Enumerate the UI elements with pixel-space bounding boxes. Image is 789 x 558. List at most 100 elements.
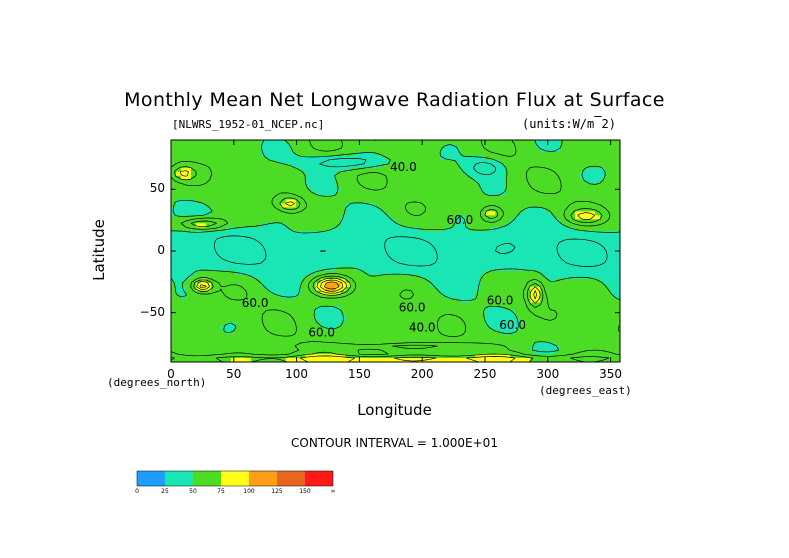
heatmap-cell (400, 231, 407, 236)
heatmap-cell (455, 262, 461, 268)
heatmap-cell (315, 183, 322, 189)
heatmap-cell (330, 310, 337, 316)
heatmap-cell (445, 215, 451, 220)
heatmap-cell (585, 350, 591, 355)
heatmap-cell (570, 346, 576, 351)
heatmap-cell (530, 342, 536, 347)
heatmap-cell (295, 203, 302, 208)
heatmap-cell (270, 314, 277, 319)
heatmap-cell (255, 354, 262, 359)
heatmap-cell (515, 306, 521, 312)
heatmap-cell (555, 211, 561, 216)
heatmap-cell (175, 278, 182, 284)
heatmap-cell (535, 290, 541, 296)
heatmap-cell (175, 183, 182, 189)
heatmap-cell (340, 227, 347, 232)
heatmap-cell (600, 346, 606, 351)
heatmap-cell (260, 207, 267, 212)
heatmap-cell (200, 159, 207, 165)
heatmap-cell (305, 243, 312, 248)
heatmap-cell (395, 298, 402, 304)
heatmap-cell (215, 290, 222, 296)
heatmap-cell (540, 211, 546, 216)
heatmap-cell (465, 262, 471, 268)
heatmap-cell (600, 231, 606, 236)
heatmap-cell (285, 211, 292, 216)
heatmap-cell (215, 274, 222, 280)
heatmap-cell (420, 243, 427, 248)
heatmap-cell (600, 266, 606, 272)
heatmap-cell (565, 211, 571, 216)
heatmap-cell (425, 151, 432, 157)
heatmap-cell (490, 290, 496, 296)
heatmap-cell (445, 191, 451, 197)
heatmap-cell (365, 266, 372, 272)
heatmap-cell (570, 278, 576, 284)
heatmap-cell (415, 310, 422, 316)
heatmap-cell (590, 159, 596, 165)
heatmap-cell (385, 254, 392, 260)
heatmap-cell (300, 203, 307, 208)
heatmap-cell (345, 302, 352, 308)
heatmap-cell (280, 143, 287, 149)
heatmap-cell (390, 219, 397, 224)
heatmap-cell (260, 346, 267, 351)
heatmap-cell (340, 183, 347, 189)
heatmap-cell (345, 175, 352, 181)
heatmap-cell (270, 163, 277, 169)
heatmap-cell (540, 159, 546, 165)
heatmap-cell (590, 282, 596, 288)
heatmap-cell (210, 199, 217, 205)
heatmap-cell (535, 183, 541, 189)
heatmap-cell (375, 195, 382, 201)
heatmap-cell (270, 274, 277, 280)
heatmap-cell (545, 235, 551, 240)
heatmap-cell (570, 334, 576, 339)
heatmap-cell (200, 314, 207, 319)
heatmap-cell (550, 306, 556, 312)
heatmap-cell (420, 270, 427, 276)
heatmap-cell (395, 294, 402, 300)
heatmap-cell (200, 231, 207, 236)
heatmap-cell (455, 266, 461, 272)
heatmap-cell (195, 346, 202, 351)
heatmap-cell (380, 187, 387, 193)
heatmap-cell (290, 318, 297, 323)
heatmap-cell (390, 147, 397, 153)
heatmap-cell (330, 270, 337, 276)
heatmap-cell (315, 215, 322, 220)
heatmap-cell (535, 254, 541, 260)
heatmap-cell (440, 203, 446, 208)
heatmap-cell (275, 294, 282, 300)
heatmap-cell (215, 199, 222, 205)
heatmap-cell (510, 338, 516, 343)
heatmap-cell (495, 195, 501, 201)
heatmap-cell (300, 247, 307, 252)
heatmap-cell (205, 223, 212, 228)
heatmap-cell (510, 274, 516, 280)
heatmap-cell (485, 266, 491, 272)
heatmap-cell (570, 140, 576, 145)
heatmap-cell (550, 211, 556, 216)
heatmap-cell (590, 322, 596, 327)
heatmap-cell (440, 342, 446, 347)
heatmap-cell (245, 199, 252, 205)
heatmap-cell (180, 322, 187, 327)
heatmap-cell (605, 231, 611, 236)
heatmap-cell (560, 302, 566, 308)
heatmap-cell (435, 183, 441, 189)
heatmap-cell (430, 219, 437, 224)
heatmap-cell (270, 231, 277, 236)
heatmap-cell (255, 175, 262, 181)
heatmap-cell (195, 175, 202, 181)
heatmap-cell (455, 223, 461, 228)
heatmap-cell (320, 278, 327, 284)
heatmap-cell (575, 175, 581, 181)
heatmap-cell (310, 231, 317, 236)
heatmap-cell (540, 183, 546, 189)
heatmap-cell (520, 171, 526, 177)
heatmap-cell (300, 140, 307, 145)
heatmap-cell (205, 247, 212, 252)
heatmap-cell (575, 179, 581, 185)
heatmap-cell (325, 282, 332, 288)
